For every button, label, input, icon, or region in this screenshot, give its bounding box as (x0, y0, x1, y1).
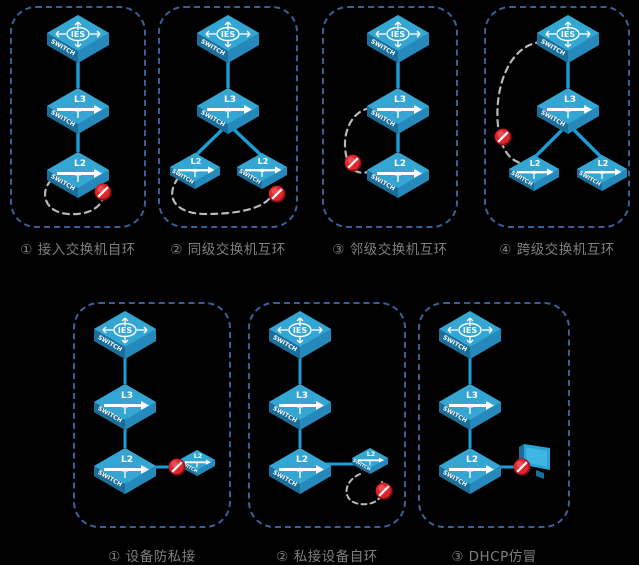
l2-switch-right-icon: L2 SWITCH (577, 155, 627, 191)
l3-switch-icon: L3 SWITCH (269, 384, 331, 430)
core-switch-icon: IES SWITCH (94, 311, 156, 359)
l2-switch-label: L2 (121, 455, 133, 465)
l3-switch-label: L3 (224, 95, 236, 105)
panel-2-topology: IES SWITCH L3 SWITCH (158, 6, 298, 228)
l2-switch-left-label: L2 (191, 157, 202, 166)
l3-switch-label: L3 (74, 95, 86, 105)
panel-3-topology: IES SWITCH L3 SWITCH L2 (322, 6, 458, 228)
core-switch-label: IES (71, 30, 85, 39)
rogue-switch-icon: L2 SWITCH (179, 450, 215, 476)
panel-4-topology: IES SWITCH L3 SWITCH L2 (484, 6, 630, 228)
panel-2-caption: ② 同级交换机互环 (170, 242, 286, 258)
peer-loop-path (171, 176, 276, 216)
core-switch-label: IES (293, 326, 307, 335)
l2-switch-label: L2 (296, 455, 308, 465)
l2-switch-right-label: L2 (598, 159, 609, 168)
l3-switch-label: L3 (466, 391, 478, 401)
l3-switch-icon: L3 SWITCH (439, 384, 501, 430)
l3-switch-label: L3 (121, 391, 133, 401)
panel-5-caption: ① 设备防私接 (108, 549, 196, 565)
core-switch-icon: IES SWITCH (537, 15, 599, 63)
rogue-switch-label: L2 (194, 452, 203, 460)
panel-7-topology: IES SWITCH L3 SWITCH L2 (418, 302, 570, 528)
core-switch-icon: IES SWITCH (367, 15, 429, 63)
rogue-switch-label: L2 (367, 450, 376, 458)
l2-switch-right-label: L2 (258, 157, 269, 166)
core-switch-label: IES (221, 30, 235, 39)
l3-switch-label: L3 (394, 95, 406, 105)
l2-switch-left-icon: L2 SWITCH (170, 153, 220, 189)
l2-switch-icon: L2 SWITCH (269, 448, 331, 494)
panel-6-topology: IES SWITCH L3 SWITCH L2 (248, 302, 406, 528)
deny-icon (344, 154, 362, 172)
l3-switch-label: L3 (564, 95, 576, 105)
core-switch-icon: IES SWITCH (197, 15, 259, 63)
panel-3-caption: ③ 邻级交换机互环 (332, 242, 448, 258)
deny-icon (494, 128, 512, 146)
l2-switch-label: L2 (466, 455, 478, 465)
panel-1-topology: IES SWITCH L3 SWITCH (10, 6, 146, 228)
core-switch-icon: IES SWITCH (439, 311, 501, 359)
deny-icon (168, 458, 186, 476)
panel-7-caption: ③ DHCP仿冒 (451, 549, 537, 565)
l2-switch-icon: L2 SWITCH (439, 448, 501, 494)
l3-switch-icon: L3 SWITCH (47, 88, 109, 134)
core-switch-icon: IES SWITCH (47, 15, 109, 63)
panel-5-topology: IES SWITCH L3 SWITCH L2 (73, 302, 231, 528)
l2-switch-right-icon: L2 SWITCH (237, 153, 287, 189)
core-switch-icon: IES SWITCH (269, 311, 331, 359)
l2-switch-left-label: L2 (530, 159, 541, 168)
core-switch-label: IES (561, 30, 575, 39)
core-switch-label: IES (391, 30, 405, 39)
panel-6-caption: ② 私接设备自环 (276, 549, 378, 565)
l2-switch-label: L2 (394, 159, 406, 169)
deny-icon (375, 482, 393, 500)
l2-switch-icon: L2 SWITCH (47, 152, 109, 198)
l2-switch-label: L2 (74, 159, 86, 169)
l3-switch-label: L3 (296, 391, 308, 401)
l2-switch-icon: L2 SWITCH (94, 448, 156, 494)
l3-switch-icon: L3 SWITCH (367, 88, 429, 134)
l3-switch-icon: L3 SWITCH (537, 88, 599, 134)
rogue-switch-icon: L2 SWITCH (352, 448, 388, 474)
core-switch-label: IES (463, 326, 477, 335)
deny-icon (268, 185, 286, 203)
panel-1-caption: ① 接入交换机自环 (20, 242, 136, 258)
core-switch-label: IES (118, 326, 132, 335)
l3-switch-icon: L3 SWITCH (197, 88, 259, 134)
deny-icon (94, 183, 112, 201)
l3-switch-icon: L3 SWITCH (94, 384, 156, 430)
cross-level-loop-path (496, 40, 544, 166)
panel-4-caption: ④ 跨级交换机互环 (499, 242, 615, 258)
l2-switch-icon: L2 SWITCH (367, 152, 429, 198)
deny-icon (513, 458, 531, 476)
